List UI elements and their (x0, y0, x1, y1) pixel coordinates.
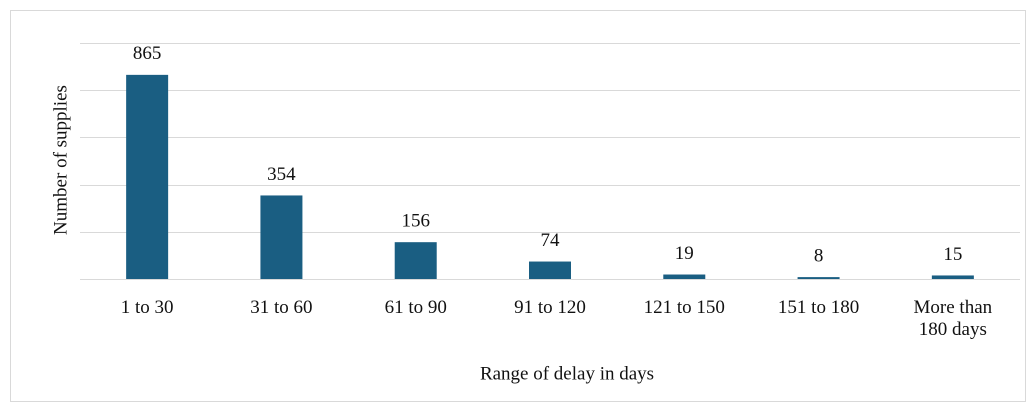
data-label: 19 (675, 243, 694, 264)
y-axis-title: Number of supplies (50, 85, 71, 235)
x-tick-label: 61 to 90 (384, 297, 447, 318)
chart-frame (10, 10, 1026, 402)
data-label: 354 (267, 164, 296, 185)
bar (931, 275, 974, 279)
data-label: 8 (814, 245, 824, 266)
x-tick-label: 151 to 180 (777, 297, 860, 318)
bar (126, 74, 169, 279)
bar (394, 242, 437, 279)
bar (663, 274, 706, 279)
x-tick-label: 1 to 30 (120, 297, 174, 318)
x-axis-title: Range of delay in days (480, 363, 654, 384)
bar (797, 277, 840, 279)
x-tick-label: 91 to 120 (514, 297, 586, 318)
data-label: 15 (943, 244, 962, 265)
x-tick-label: 121 to 150 (643, 297, 725, 318)
bar (260, 195, 303, 279)
x-tick-label: 31 to 60 (250, 297, 313, 318)
data-label: 74 (541, 230, 561, 251)
x-tick-label: More than 180 days (913, 297, 993, 340)
data-label: 865 (133, 43, 162, 64)
bar (529, 261, 571, 279)
data-label: 156 (401, 211, 430, 232)
